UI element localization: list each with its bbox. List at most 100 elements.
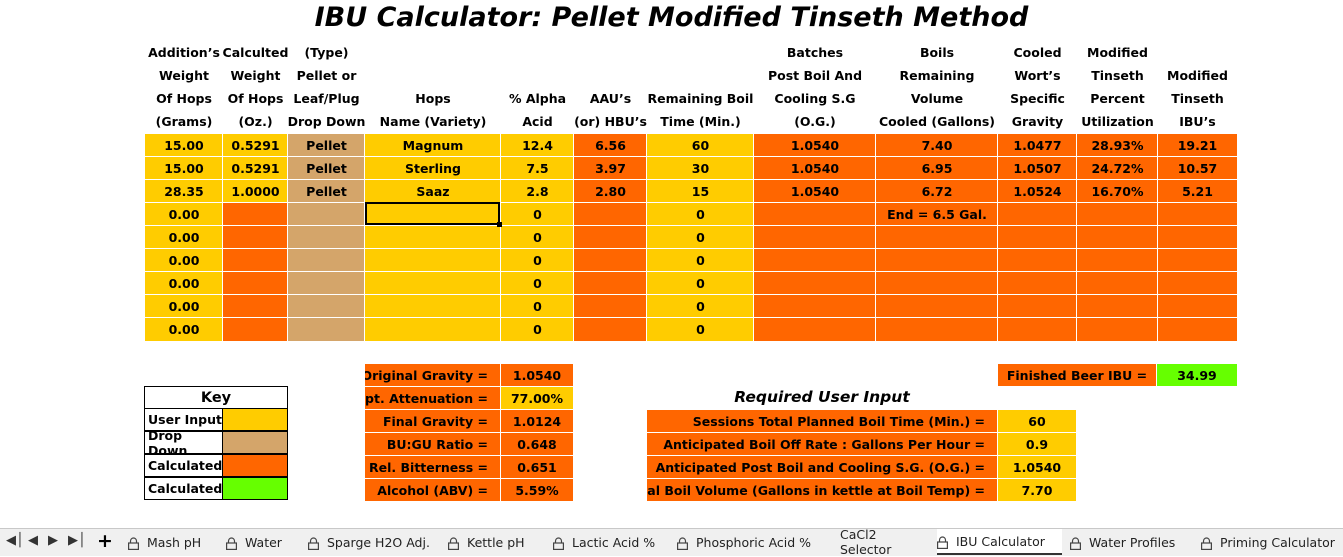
last-sheet-icon[interactable]: ▶│	[68, 533, 86, 548]
cell-aau[interactable]: 3.97	[574, 157, 647, 180]
cell-hop-name[interactable]	[365, 272, 501, 295]
gravity-value[interactable]: 5.59%	[501, 479, 573, 501]
cell-boil-time[interactable]: 15	[647, 180, 754, 203]
cell-remaining-volume[interactable]	[876, 318, 998, 341]
cell-hop-name[interactable]	[365, 295, 501, 318]
sheet-tab[interactable]: Lactic Acid %	[553, 529, 668, 555]
next-sheet-icon[interactable]: ▶	[48, 533, 58, 548]
cell-weight-grams[interactable]: 15.00	[145, 134, 223, 157]
cell-aau[interactable]	[574, 295, 647, 318]
cell-post-boil-og[interactable]: 1.0540	[754, 180, 876, 203]
cell-aau[interactable]: 6.56	[574, 134, 647, 157]
cell-post-boil-og[interactable]	[754, 272, 876, 295]
gravity-value[interactable]: 1.0124	[501, 410, 573, 432]
cell-utilization[interactable]	[1077, 272, 1158, 295]
cell-remaining-volume[interactable]	[876, 272, 998, 295]
cell-weight-grams[interactable]: 0.00	[145, 203, 223, 226]
cell-weight-grams[interactable]: 15.00	[145, 157, 223, 180]
cell-aau[interactable]: 2.80	[574, 180, 647, 203]
cell-hop-name[interactable]: Sterling	[365, 157, 501, 180]
finished-beer-ibu-value[interactable]: 34.99	[1157, 364, 1237, 386]
cell-utilization[interactable]	[1077, 318, 1158, 341]
cell-weight-oz[interactable]: 0.5291	[223, 134, 288, 157]
cell-weight-oz[interactable]	[223, 203, 288, 226]
sheet-tab[interactable]: Mash pH	[128, 529, 218, 555]
cell-hop-type[interactable]	[288, 203, 365, 226]
required-input-value[interactable]: 1.0540	[998, 456, 1076, 478]
cell-weight-oz[interactable]	[223, 318, 288, 341]
cell-post-boil-og[interactable]	[754, 226, 876, 249]
required-input-value[interactable]: 7.70	[998, 479, 1076, 501]
cell-alpha-acid[interactable]: 0	[501, 203, 574, 226]
fill-handle[interactable]	[497, 222, 502, 227]
cell-aau[interactable]	[574, 249, 647, 272]
cell-boil-time[interactable]: 0	[647, 318, 754, 341]
cell-hop-name[interactable]: Saaz	[365, 180, 501, 203]
cell-remaining-volume[interactable]: End = 6.5 Gal.	[876, 203, 998, 226]
cell-weight-oz[interactable]	[223, 295, 288, 318]
sheet-tab[interactable]: CaCl2 Selector	[818, 527, 928, 557]
cell-weight-grams[interactable]: 0.00	[145, 226, 223, 249]
first-sheet-icon[interactable]: ◀│	[6, 533, 24, 548]
cell-weight-oz[interactable]: 0.5291	[223, 157, 288, 180]
cell-boil-time[interactable]: 0	[647, 272, 754, 295]
gravity-value[interactable]: 0.648	[501, 433, 573, 455]
sheet-tab[interactable]: Phosphoric Acid %	[677, 529, 812, 555]
cell-cooled-gravity[interactable]: 1.0524	[998, 180, 1077, 203]
cell-weight-oz[interactable]: 1.0000	[223, 180, 288, 203]
cell-boil-time[interactable]: 0	[647, 295, 754, 318]
cell-utilization[interactable]	[1077, 295, 1158, 318]
cell-hop-type[interactable]	[288, 226, 365, 249]
cell-weight-grams[interactable]: 0.00	[145, 318, 223, 341]
cell-weight-grams[interactable]: 0.00	[145, 272, 223, 295]
cell-hop-name[interactable]	[365, 318, 501, 341]
cell-boil-time[interactable]: 0	[647, 203, 754, 226]
cell-hop-type[interactable]: Pellet	[288, 157, 365, 180]
prev-sheet-icon[interactable]: ◀	[28, 533, 38, 548]
cell-alpha-acid[interactable]: 0	[501, 226, 574, 249]
cell-weight-oz[interactable]	[223, 272, 288, 295]
cell-hop-name[interactable]	[365, 203, 501, 226]
cell-ibu[interactable]: 10.57	[1158, 157, 1237, 180]
cell-weight-oz[interactable]	[223, 226, 288, 249]
cell-ibu[interactable]	[1158, 295, 1237, 318]
cell-utilization[interactable]: 24.72%	[1077, 157, 1158, 180]
cell-ibu[interactable]: 5.21	[1158, 180, 1237, 203]
cell-aau[interactable]	[574, 318, 647, 341]
cell-alpha-acid[interactable]: 0	[501, 272, 574, 295]
cell-utilization[interactable]	[1077, 226, 1158, 249]
cell-boil-time[interactable]: 0	[647, 249, 754, 272]
cell-remaining-volume[interactable]	[876, 249, 998, 272]
cell-hop-type[interactable]	[288, 272, 365, 295]
cell-cooled-gravity[interactable]	[998, 272, 1077, 295]
cell-weight-grams[interactable]: 28.35	[145, 180, 223, 203]
cell-remaining-volume[interactable]: 6.72	[876, 180, 998, 203]
cell-hop-type[interactable]	[288, 318, 365, 341]
cell-weight-grams[interactable]: 0.00	[145, 295, 223, 318]
cell-aau[interactable]	[574, 226, 647, 249]
cell-hop-type[interactable]	[288, 295, 365, 318]
cell-alpha-acid[interactable]: 12.4	[501, 134, 574, 157]
cell-aau[interactable]	[574, 203, 647, 226]
cell-alpha-acid[interactable]: 2.8	[501, 180, 574, 203]
cell-remaining-volume[interactable]	[876, 295, 998, 318]
cell-cooled-gravity[interactable]	[998, 295, 1077, 318]
gravity-value[interactable]: 1.0540	[501, 364, 573, 386]
cell-alpha-acid[interactable]: 0	[501, 295, 574, 318]
sheet-tab[interactable]: Water	[226, 529, 301, 555]
sheet-tab[interactable]: IBU Calculator	[937, 529, 1062, 555]
cell-boil-time[interactable]: 60	[647, 134, 754, 157]
cell-cooled-gravity[interactable]	[998, 226, 1077, 249]
cell-cooled-gravity[interactable]	[998, 318, 1077, 341]
gravity-value[interactable]: 0.651	[501, 456, 573, 478]
cell-ibu[interactable]	[1158, 203, 1237, 226]
cell-alpha-acid[interactable]: 0	[501, 249, 574, 272]
cell-alpha-acid[interactable]: 7.5	[501, 157, 574, 180]
add-sheet-icon[interactable]: +	[97, 530, 113, 552]
cell-remaining-volume[interactable]	[876, 226, 998, 249]
cell-hop-name[interactable]	[365, 249, 501, 272]
cell-weight-grams[interactable]: 0.00	[145, 249, 223, 272]
cell-cooled-gravity[interactable]: 1.0477	[998, 134, 1077, 157]
cell-hop-type[interactable]	[288, 249, 365, 272]
cell-ibu[interactable]	[1158, 318, 1237, 341]
